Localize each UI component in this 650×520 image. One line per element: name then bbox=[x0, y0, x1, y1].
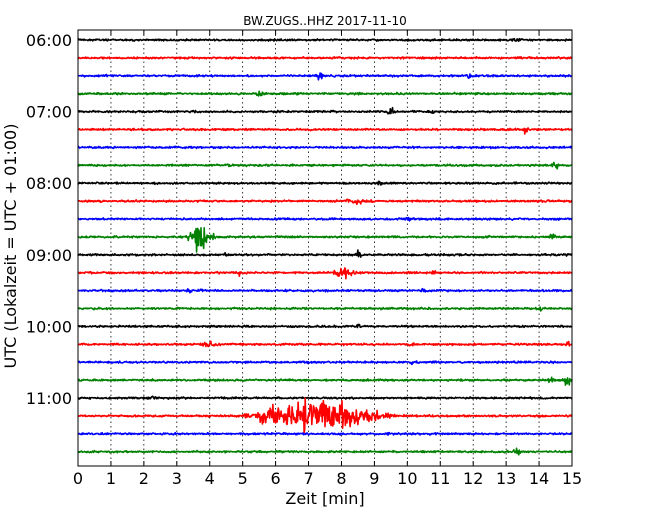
seismic-trace-1045 bbox=[77, 376, 573, 386]
seismic-trace-0615 bbox=[77, 55, 573, 60]
seismic-trace-0630 bbox=[77, 72, 573, 81]
y-tick-label: 09:00 bbox=[26, 246, 72, 265]
x-tick-label: 5 bbox=[238, 469, 248, 488]
seismic-trace-1130 bbox=[77, 431, 573, 436]
chart-title: BW.ZUGS..HHZ 2017-11-10 bbox=[243, 14, 406, 28]
grid bbox=[110, 30, 540, 466]
y-tick-label: 08:00 bbox=[26, 174, 72, 193]
seismic-trace-0800 bbox=[77, 180, 573, 186]
seismic-trace-0830 bbox=[77, 216, 573, 222]
seismic-trace-0900 bbox=[77, 249, 573, 258]
x-tick-label: 13 bbox=[496, 469, 516, 488]
y-axis-label: UTC (Lokalzeit = UTC + 01:00) bbox=[1, 124, 20, 369]
seismic-trace-0945 bbox=[77, 306, 573, 312]
x-tick-label: 14 bbox=[529, 469, 549, 488]
seismic-trace-1030 bbox=[77, 360, 573, 366]
x-tick-label: 9 bbox=[369, 469, 379, 488]
x-tick-label: 6 bbox=[271, 469, 281, 488]
x-tick-label: 1 bbox=[106, 469, 116, 488]
seismic-trace-0600 bbox=[77, 37, 573, 42]
x-tick-label: 2 bbox=[139, 469, 149, 488]
seismic-trace-0645 bbox=[77, 90, 573, 97]
x-axis-label: Zeit [min] bbox=[285, 489, 364, 508]
seismic-trace-1115 bbox=[77, 397, 573, 434]
seismic-trace-1000 bbox=[77, 323, 573, 329]
y-tick-label: 10:00 bbox=[26, 317, 72, 336]
y-axis: 06:00 07:00 08:00 09:00 10:00 11:00 bbox=[26, 31, 572, 408]
seismic-trace-1100 bbox=[77, 395, 573, 400]
x-tick-label: 3 bbox=[172, 469, 182, 488]
x-tick-label: 8 bbox=[336, 469, 346, 488]
seismic-trace-0845 bbox=[77, 227, 573, 253]
y-tick-label: 07:00 bbox=[26, 103, 72, 122]
x-tick-label: 4 bbox=[205, 469, 215, 488]
plot-frame bbox=[77, 29, 573, 467]
x-tick-label: 10 bbox=[397, 469, 417, 488]
x-tick-label: 11 bbox=[430, 469, 450, 488]
x-tick-label: 7 bbox=[303, 469, 313, 488]
seismic-trace-0715 bbox=[77, 127, 573, 135]
seismic-trace-1145 bbox=[77, 447, 573, 456]
traces bbox=[77, 37, 573, 456]
seismic-trace-0745 bbox=[77, 161, 573, 170]
seismic-trace-0930 bbox=[77, 287, 573, 294]
y-tick-label: 11:00 bbox=[26, 389, 72, 408]
x-tick-label: 0 bbox=[73, 469, 83, 488]
seismic-trace-0730 bbox=[77, 145, 573, 150]
x-tick-label: 15 bbox=[562, 469, 582, 488]
seismic-trace-0915 bbox=[77, 267, 573, 280]
x-tick-label: 12 bbox=[463, 469, 483, 488]
seismic-trace-0700 bbox=[77, 106, 573, 115]
x-axis: 0 1 2 3 4 5 6 7 8 9 10 11 12 13 14 15 bbox=[73, 30, 582, 488]
y-tick-label: 06:00 bbox=[26, 31, 72, 50]
seismic-trace-0815 bbox=[77, 198, 573, 206]
seismic-trace-1015 bbox=[77, 340, 573, 348]
